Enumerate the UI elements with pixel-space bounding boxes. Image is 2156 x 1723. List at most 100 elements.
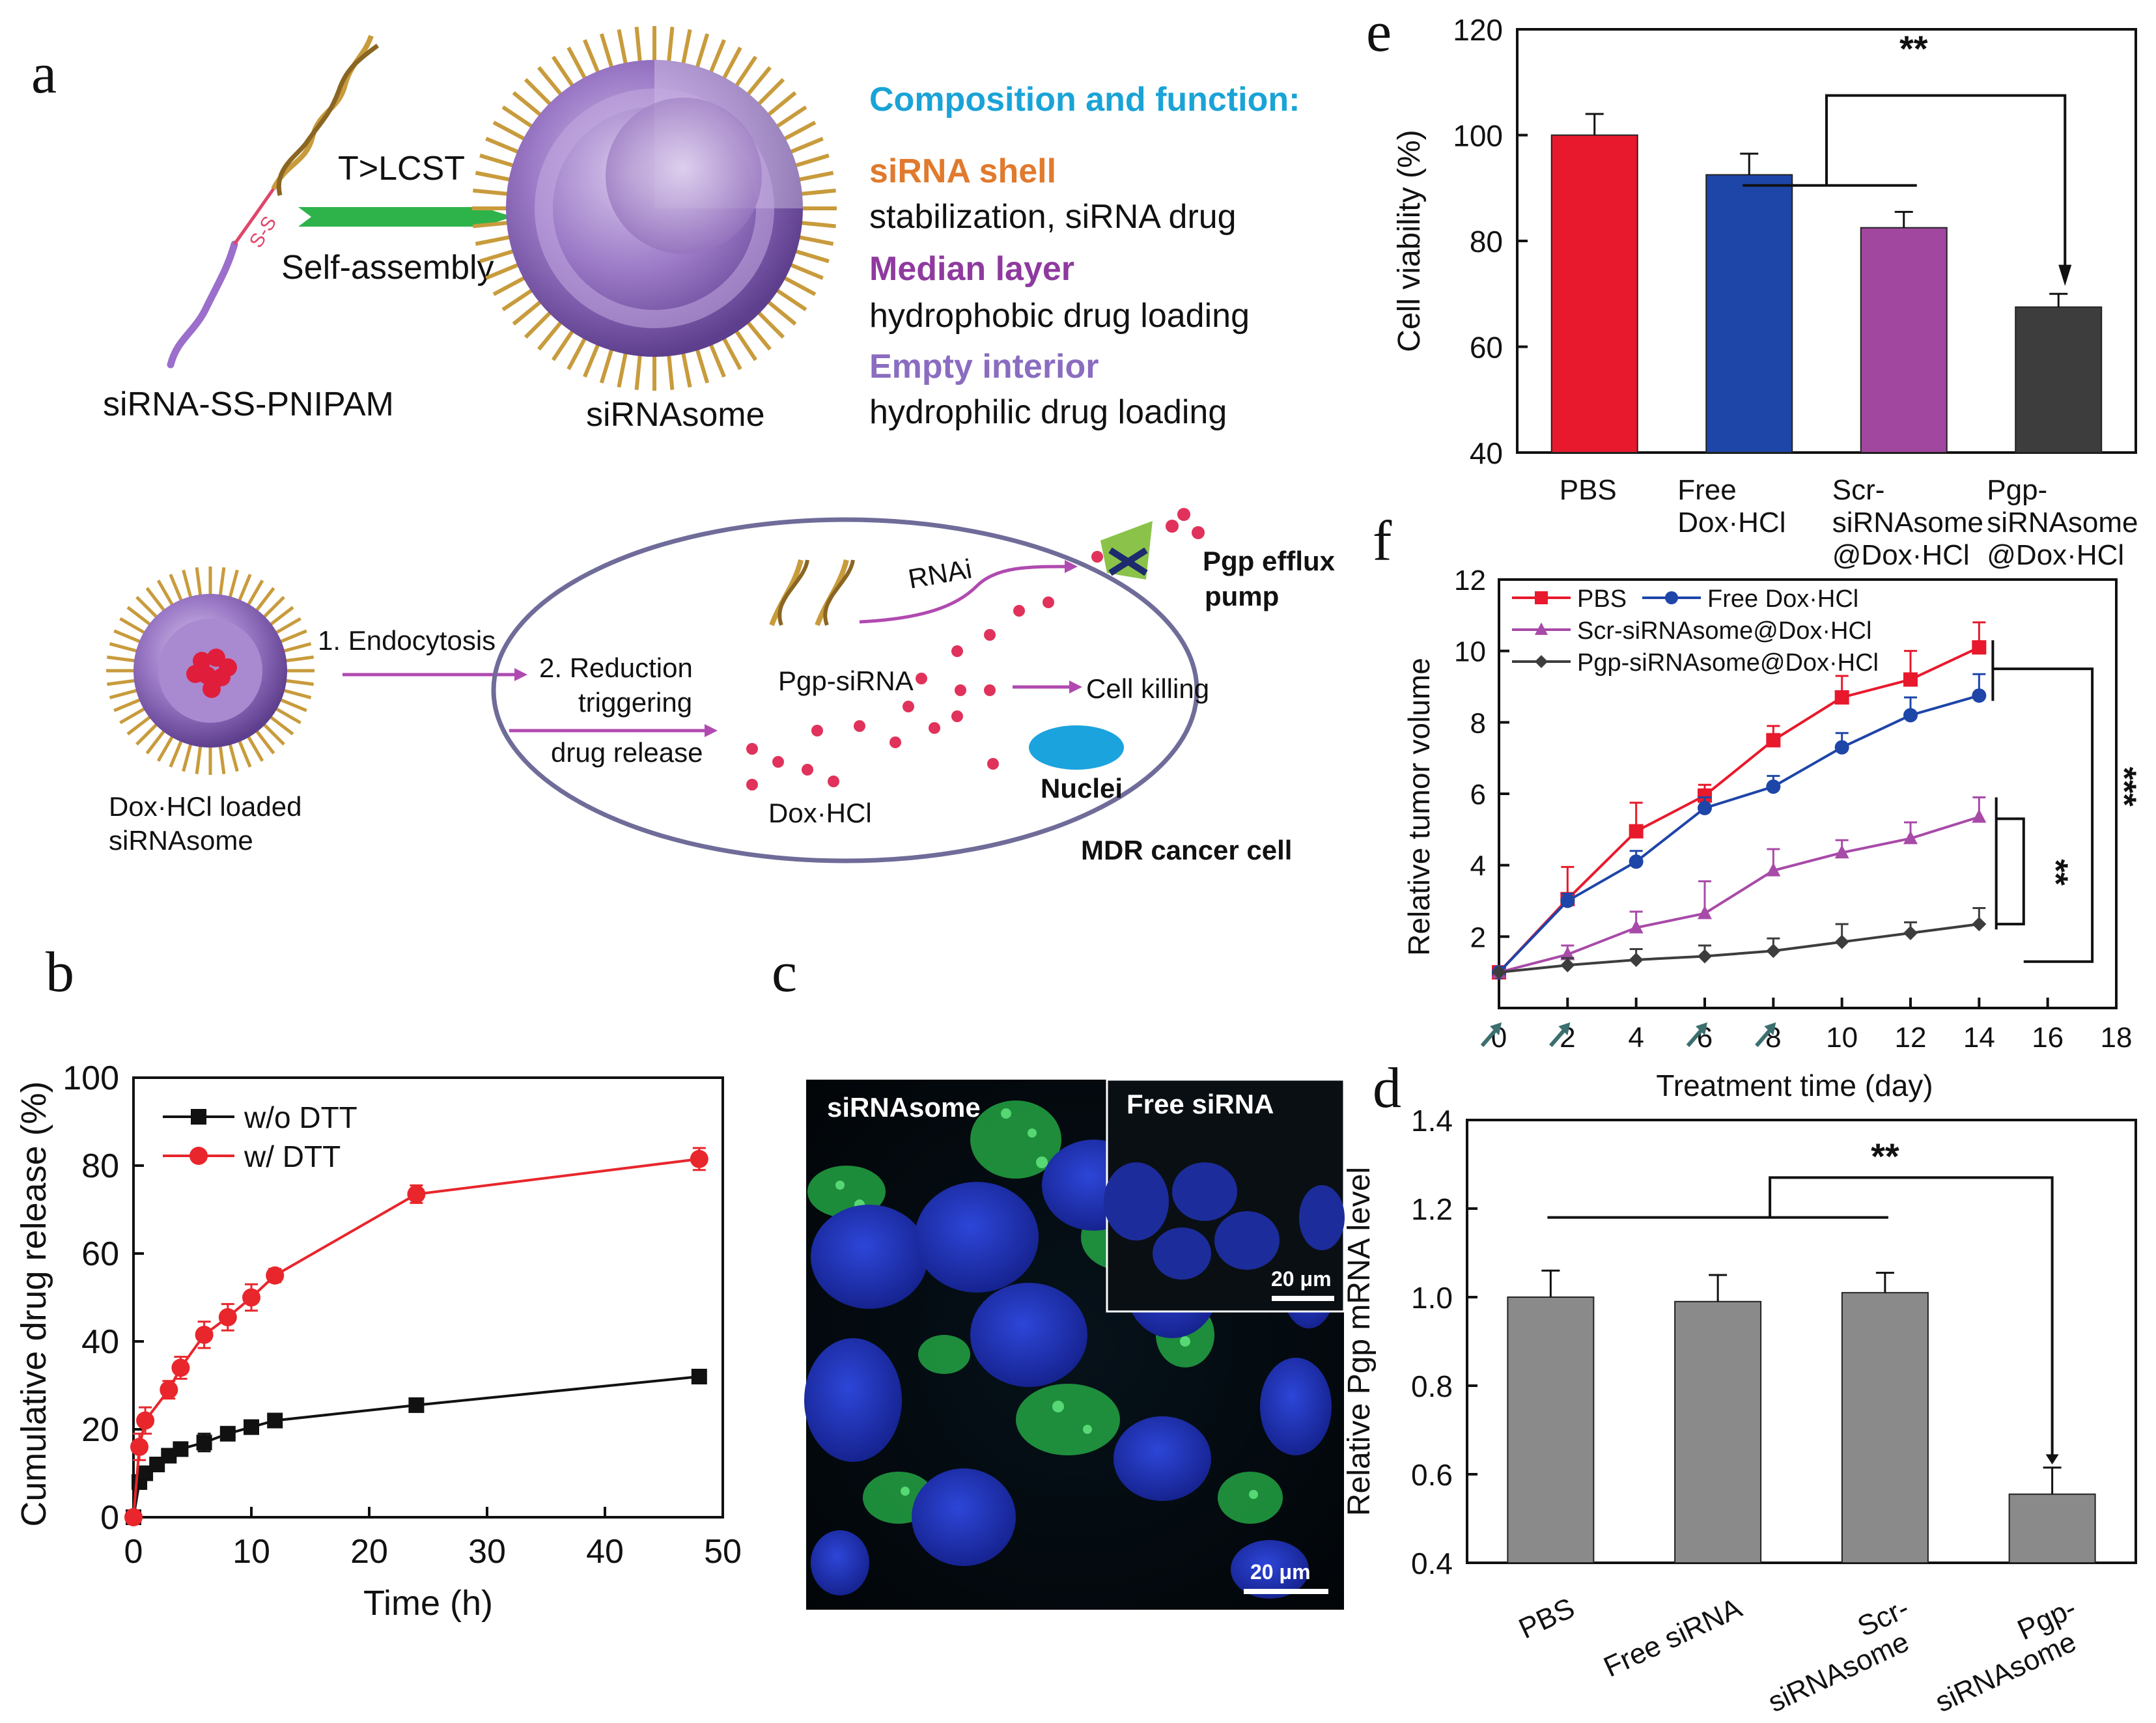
sirna-fringe-strand (796, 220, 836, 229)
y-tick-label: 60 (81, 1235, 119, 1273)
sirna-fringe-strand (764, 91, 797, 119)
data-point (1834, 740, 1849, 755)
sirna-fringe-strand (479, 153, 518, 169)
legend-marker (191, 1109, 206, 1125)
category-label: Free (1677, 474, 1736, 506)
sirna-fringe-strand (260, 596, 285, 621)
sirna-fringe-strand (218, 567, 226, 599)
sirna-fringe-strand (617, 29, 629, 68)
main-scale-bar (1244, 1589, 1328, 1594)
bar (2015, 306, 2103, 453)
legend-label: w/ DTT (244, 1140, 341, 1173)
sirna-fringe-strand (280, 642, 312, 654)
data-point (1560, 946, 1575, 960)
y-tick-label: 0.8 (1411, 1369, 1453, 1403)
sirna-fringe-strand (245, 580, 264, 609)
category-label: siRNAsome (1832, 507, 1983, 539)
sirna-fringe-strand (107, 655, 139, 663)
sirna-fringe-strand (485, 137, 523, 156)
sirna-fringe-strand (119, 705, 148, 725)
data-point (1560, 958, 1575, 973)
data-point (1698, 800, 1712, 815)
sirna-fringe-strand (720, 46, 742, 83)
sirna-fringe-strand (253, 727, 275, 755)
sirna-fringe-strand (567, 46, 589, 83)
sirna-fringe-strand (794, 171, 834, 183)
pgp-pump (1100, 508, 1205, 580)
sirna-fringe-strand (156, 733, 176, 762)
sirna-fringe-strand (473, 188, 512, 197)
sirna-fringe-strand (796, 188, 836, 197)
inset-scale-label: 20 μm (1271, 1267, 1332, 1291)
sirna-fringe-strand (707, 39, 726, 77)
sirna-fringe-strand (693, 344, 710, 384)
category-label: @Dox·HCl (1832, 539, 1970, 571)
sirna-fringe-strand (119, 617, 148, 636)
data-point (160, 1380, 178, 1399)
sirna-fringe-strand (109, 688, 141, 699)
x-tick-label: 0 (124, 1533, 143, 1571)
sirna-fringe-strand (744, 66, 772, 99)
category-label: Dox·HCl (1677, 507, 1785, 539)
sirna-fringe-strand (485, 261, 523, 280)
data-point (1834, 845, 1849, 859)
sirna-fringe-strand (282, 679, 314, 686)
rnai-label: RNAi (906, 553, 974, 594)
y-axis-label: Cell viability (%) (1392, 130, 1427, 352)
sirna-fringe-strand (109, 642, 141, 654)
plot-frame (1466, 1119, 2137, 1564)
data-point (1766, 733, 1781, 748)
y-tick-label: 20 (81, 1411, 119, 1449)
y-tick-label: 60 (1470, 331, 1503, 365)
sirna-fringe-strand (772, 105, 807, 131)
sirna-fringe-strand (617, 348, 629, 388)
sirna-fringe-strand (537, 66, 565, 99)
sirna-fringe-strand (634, 350, 643, 390)
data-point (1972, 917, 1987, 932)
significance-bracket (1996, 817, 2025, 926)
cell-label: MDR cancer cell (1081, 835, 1292, 865)
legend-marker (1535, 623, 1548, 635)
mdr-cancer-cell (491, 517, 1199, 863)
bar (1705, 174, 1793, 453)
y-tick-label: 1.2 (1411, 1192, 1453, 1226)
inset-label: Free siRNA (1127, 1089, 1274, 1119)
sirna-fringe-strand (791, 247, 830, 264)
series-line (132, 1157, 700, 1518)
y-tick-label: 100 (63, 1059, 119, 1097)
y-axis-label: Cumulative drug release (%) (14, 1081, 53, 1526)
inset-nuclei (1104, 1162, 1345, 1280)
data-point (244, 1419, 259, 1435)
data-point (196, 1435, 212, 1451)
median-title: Median layer (869, 250, 1074, 288)
sirna-fringe-strand (475, 234, 514, 246)
category-label: siRNAsome (1763, 1626, 1914, 1719)
step1-label: 1. Endocytosis (318, 625, 496, 656)
x-axis-label: Time (h) (363, 1584, 493, 1623)
x-tick-label: 10 (1826, 1022, 1858, 1054)
bar (1841, 1292, 1929, 1563)
sirna-fringe-strand (169, 574, 184, 604)
data-point (1629, 952, 1644, 967)
sirna-fringe-strand (107, 679, 139, 686)
injection-arrowhead (1696, 1022, 1707, 1035)
y-tick-label: 4 (1470, 850, 1486, 882)
x-tick-label: 14 (1963, 1022, 1995, 1054)
sirna-fringe-strand (156, 580, 176, 609)
data-point (1698, 949, 1712, 964)
series-line (1498, 694, 1980, 974)
significance-arrow (2058, 264, 2072, 287)
panel-letter-e: e (1366, 1, 1392, 64)
sirna-fringe-strand (583, 340, 602, 378)
y-tick-label: 120 (1453, 13, 1503, 47)
interior-title: Empty interior (869, 348, 1099, 385)
sirna-fringe-strand (126, 714, 154, 736)
sirna-fringe-strand (492, 120, 529, 143)
sirna-fringe-strand (260, 721, 285, 746)
data-point (161, 1448, 177, 1464)
sirna-fringe-strand (707, 340, 726, 378)
cell-killing-label: Cell killing (1086, 673, 1209, 704)
significance-label: ** (1899, 28, 1928, 69)
sirna-fringe-strand (492, 274, 529, 296)
significance-label: ** (1871, 1136, 1899, 1177)
